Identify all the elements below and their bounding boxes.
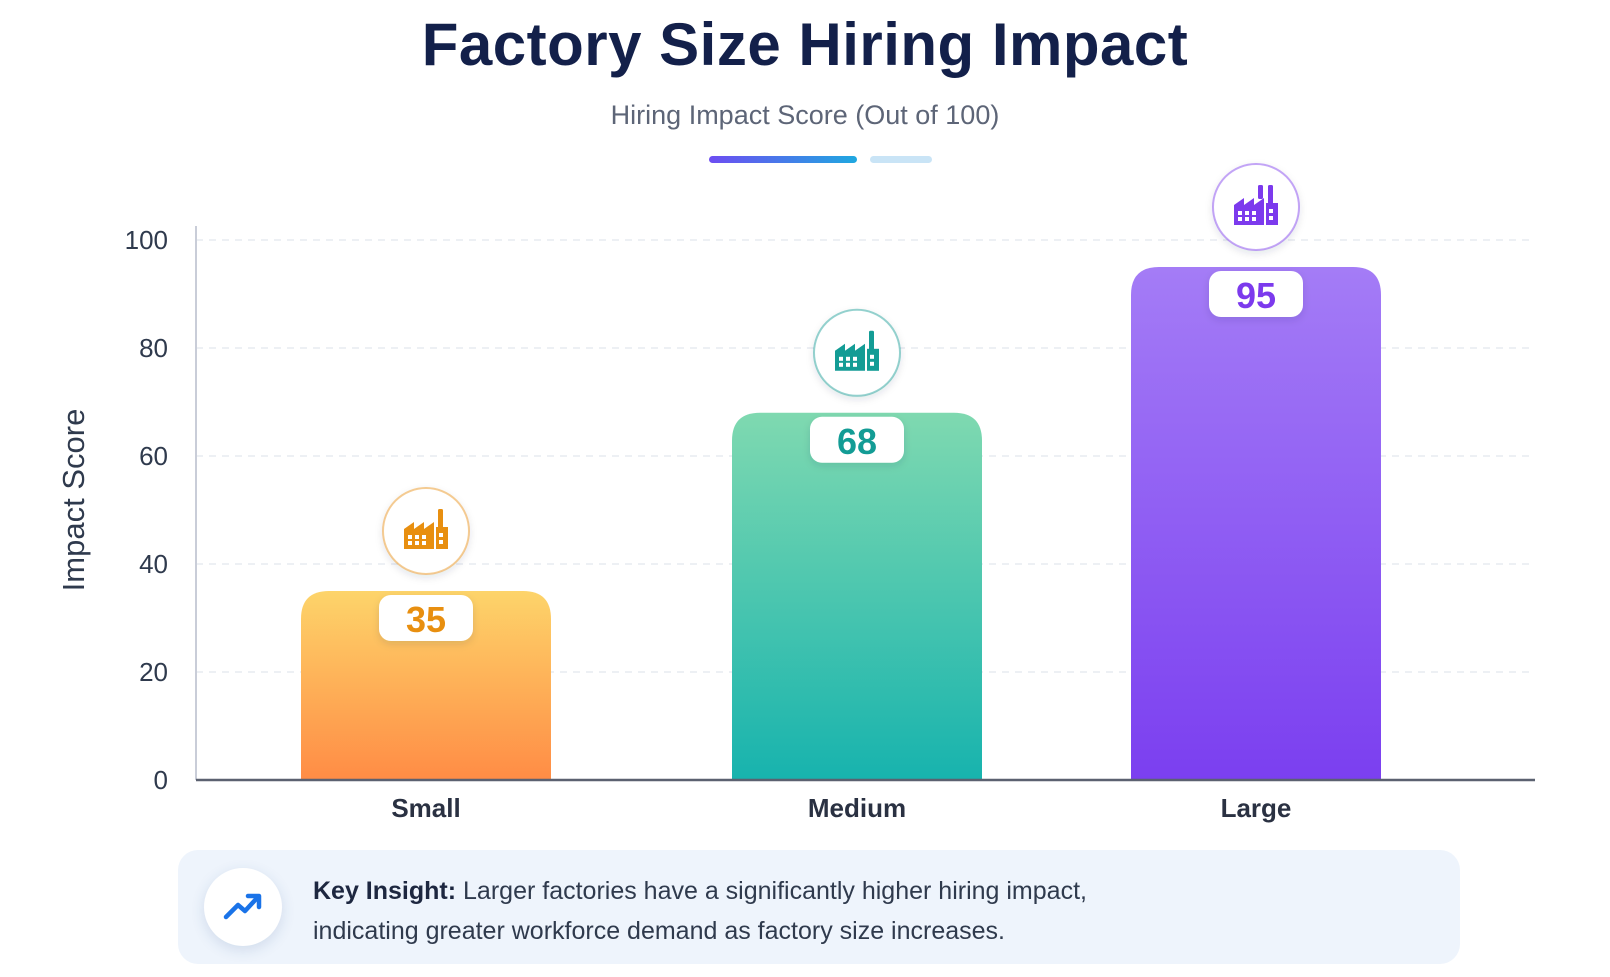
axes: 0 20 40 60 80 100 Impact Score Small Medium Large (56, 225, 1535, 823)
small-factory-icon (404, 509, 448, 549)
large-factory-icon (1234, 185, 1278, 225)
insight-line-1: Larger factories have a significantly hi… (463, 877, 1087, 905)
insight-text: Key Insight: Larger factories have a sig… (313, 871, 1433, 951)
bar-medium (732, 412, 982, 780)
y-tick-label-0: 0 (154, 765, 168, 795)
x-tick-label-large: Large (1221, 793, 1292, 823)
y-tick-label-20: 20 (139, 657, 168, 687)
title-accent-bar (709, 156, 857, 163)
insight-label: Key Insight: (313, 877, 457, 905)
y-tick-label-40: 40 (139, 549, 168, 579)
chart-title: Factory Size Hiring Impact (421, 11, 1189, 78)
bar-small (301, 591, 551, 780)
value-label-medium: 68 (837, 421, 877, 462)
bars (301, 267, 1381, 780)
trend-up-icon (223, 893, 262, 920)
insight-icon-badge (204, 868, 282, 946)
insight-line-2: indicating greater workforce demand as f… (313, 917, 1005, 945)
x-tick-label-small: Small (391, 793, 460, 823)
medium-factory-icon (835, 330, 879, 371)
y-axis-title: Impact Score (56, 409, 91, 592)
value-label-bg-1 (810, 416, 904, 463)
value-label-bg-2 (1209, 271, 1303, 317)
bar-large (1131, 267, 1381, 780)
y-tick-label-100: 100 (125, 225, 168, 255)
title-accent-bar-light (870, 156, 932, 163)
y-tick-label-80: 80 (139, 333, 168, 363)
labels: 35 68 95 (379, 163, 1303, 641)
value-label-small: 35 (406, 599, 446, 640)
value-label-large: 95 (1236, 275, 1276, 316)
x-tick-label-medium: Medium (808, 793, 906, 823)
value-label-bg-0 (379, 595, 473, 641)
key-insight-box: Key Insight: Larger factories have a sig… (178, 850, 1460, 964)
y-tick-label-60: 60 (139, 441, 168, 471)
chart-subtitle: Hiring Impact Score (Out of 100) (610, 100, 1000, 130)
